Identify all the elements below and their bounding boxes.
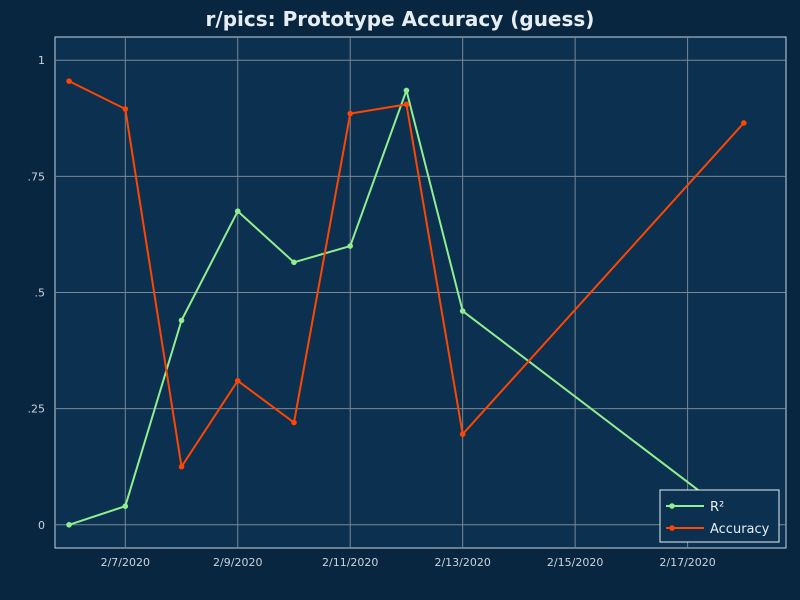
data-point-r-squared — [122, 503, 129, 509]
data-point-accuracy — [347, 110, 354, 117]
data-point-r-squared — [403, 87, 410, 94]
data-point-accuracy — [291, 419, 297, 426]
data-point-accuracy — [403, 101, 410, 108]
data-point-accuracy — [178, 463, 185, 470]
x-tick-label: 2/17/2020 — [659, 556, 715, 569]
data-point-r-squared — [347, 243, 354, 249]
data-point-accuracy — [122, 106, 129, 112]
data-point-r-squared — [66, 521, 72, 528]
data-point-accuracy — [234, 377, 241, 384]
data-point-accuracy — [741, 120, 747, 126]
legend-label-accuracy: Accuracy — [710, 522, 770, 537]
legend-box — [659, 489, 780, 543]
x-tick-label: 2/15/2020 — [547, 556, 603, 569]
x-tick-label: 2/9/2020 — [213, 556, 262, 569]
x-tick-label: 2/7/2020 — [101, 556, 150, 569]
legend-marker-r-squared — [669, 503, 675, 509]
legend-marker-accuracy — [669, 525, 675, 531]
data-point-r-squared — [178, 317, 185, 324]
legend: R² Accuracy — [659, 489, 780, 543]
y-tick-label: .25 — [28, 403, 46, 416]
data-point-r-squared — [459, 308, 466, 314]
chart-title: r/pics: Prototype Accuracy (guess) — [206, 7, 595, 31]
data-point-accuracy — [459, 431, 466, 437]
y-tick-label: .5 — [35, 287, 46, 300]
y-tick-label: .75 — [28, 170, 46, 183]
series-layer — [66, 78, 747, 528]
data-point-r-squared — [234, 208, 241, 215]
legend-label-r-squared: R² — [710, 500, 724, 515]
y-tick-label: 0 — [38, 519, 45, 532]
axis-labels: 2/7/2020 2/9/2020 2/11/2020 2/13/2020 2/15/2… — [28, 54, 716, 569]
y-tick-label: 1 — [38, 54, 45, 67]
x-tick-label: 2/13/2020 — [434, 556, 490, 569]
data-point-accuracy — [66, 78, 72, 84]
x-tick-label: 2/11/2020 — [322, 556, 378, 569]
data-point-r-squared — [291, 259, 297, 266]
